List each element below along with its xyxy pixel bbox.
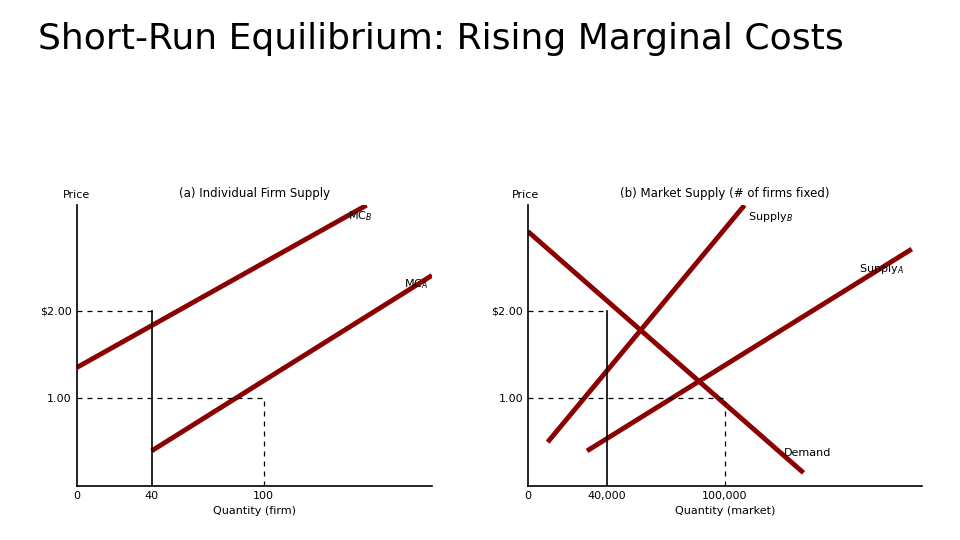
Text: MC$_B$: MC$_B$	[348, 210, 372, 224]
X-axis label: Quantity (firm): Quantity (firm)	[213, 507, 296, 516]
Text: Price: Price	[513, 190, 540, 200]
X-axis label: Quantity (market): Quantity (market)	[675, 507, 775, 516]
Text: Supply$_A$: Supply$_A$	[858, 262, 903, 276]
Text: Demand: Demand	[783, 448, 831, 458]
Title: (b) Market Supply (# of firms fixed): (b) Market Supply (# of firms fixed)	[620, 187, 829, 200]
Text: MC$_A$: MC$_A$	[404, 277, 428, 291]
Text: Short-Run Equilibrium: Rising Marginal Costs: Short-Run Equilibrium: Rising Marginal C…	[38, 22, 844, 56]
Title: (a) Individual Firm Supply: (a) Individual Firm Supply	[179, 187, 330, 200]
Text: Supply$_B$: Supply$_B$	[749, 210, 793, 224]
Text: Price: Price	[62, 190, 90, 200]
